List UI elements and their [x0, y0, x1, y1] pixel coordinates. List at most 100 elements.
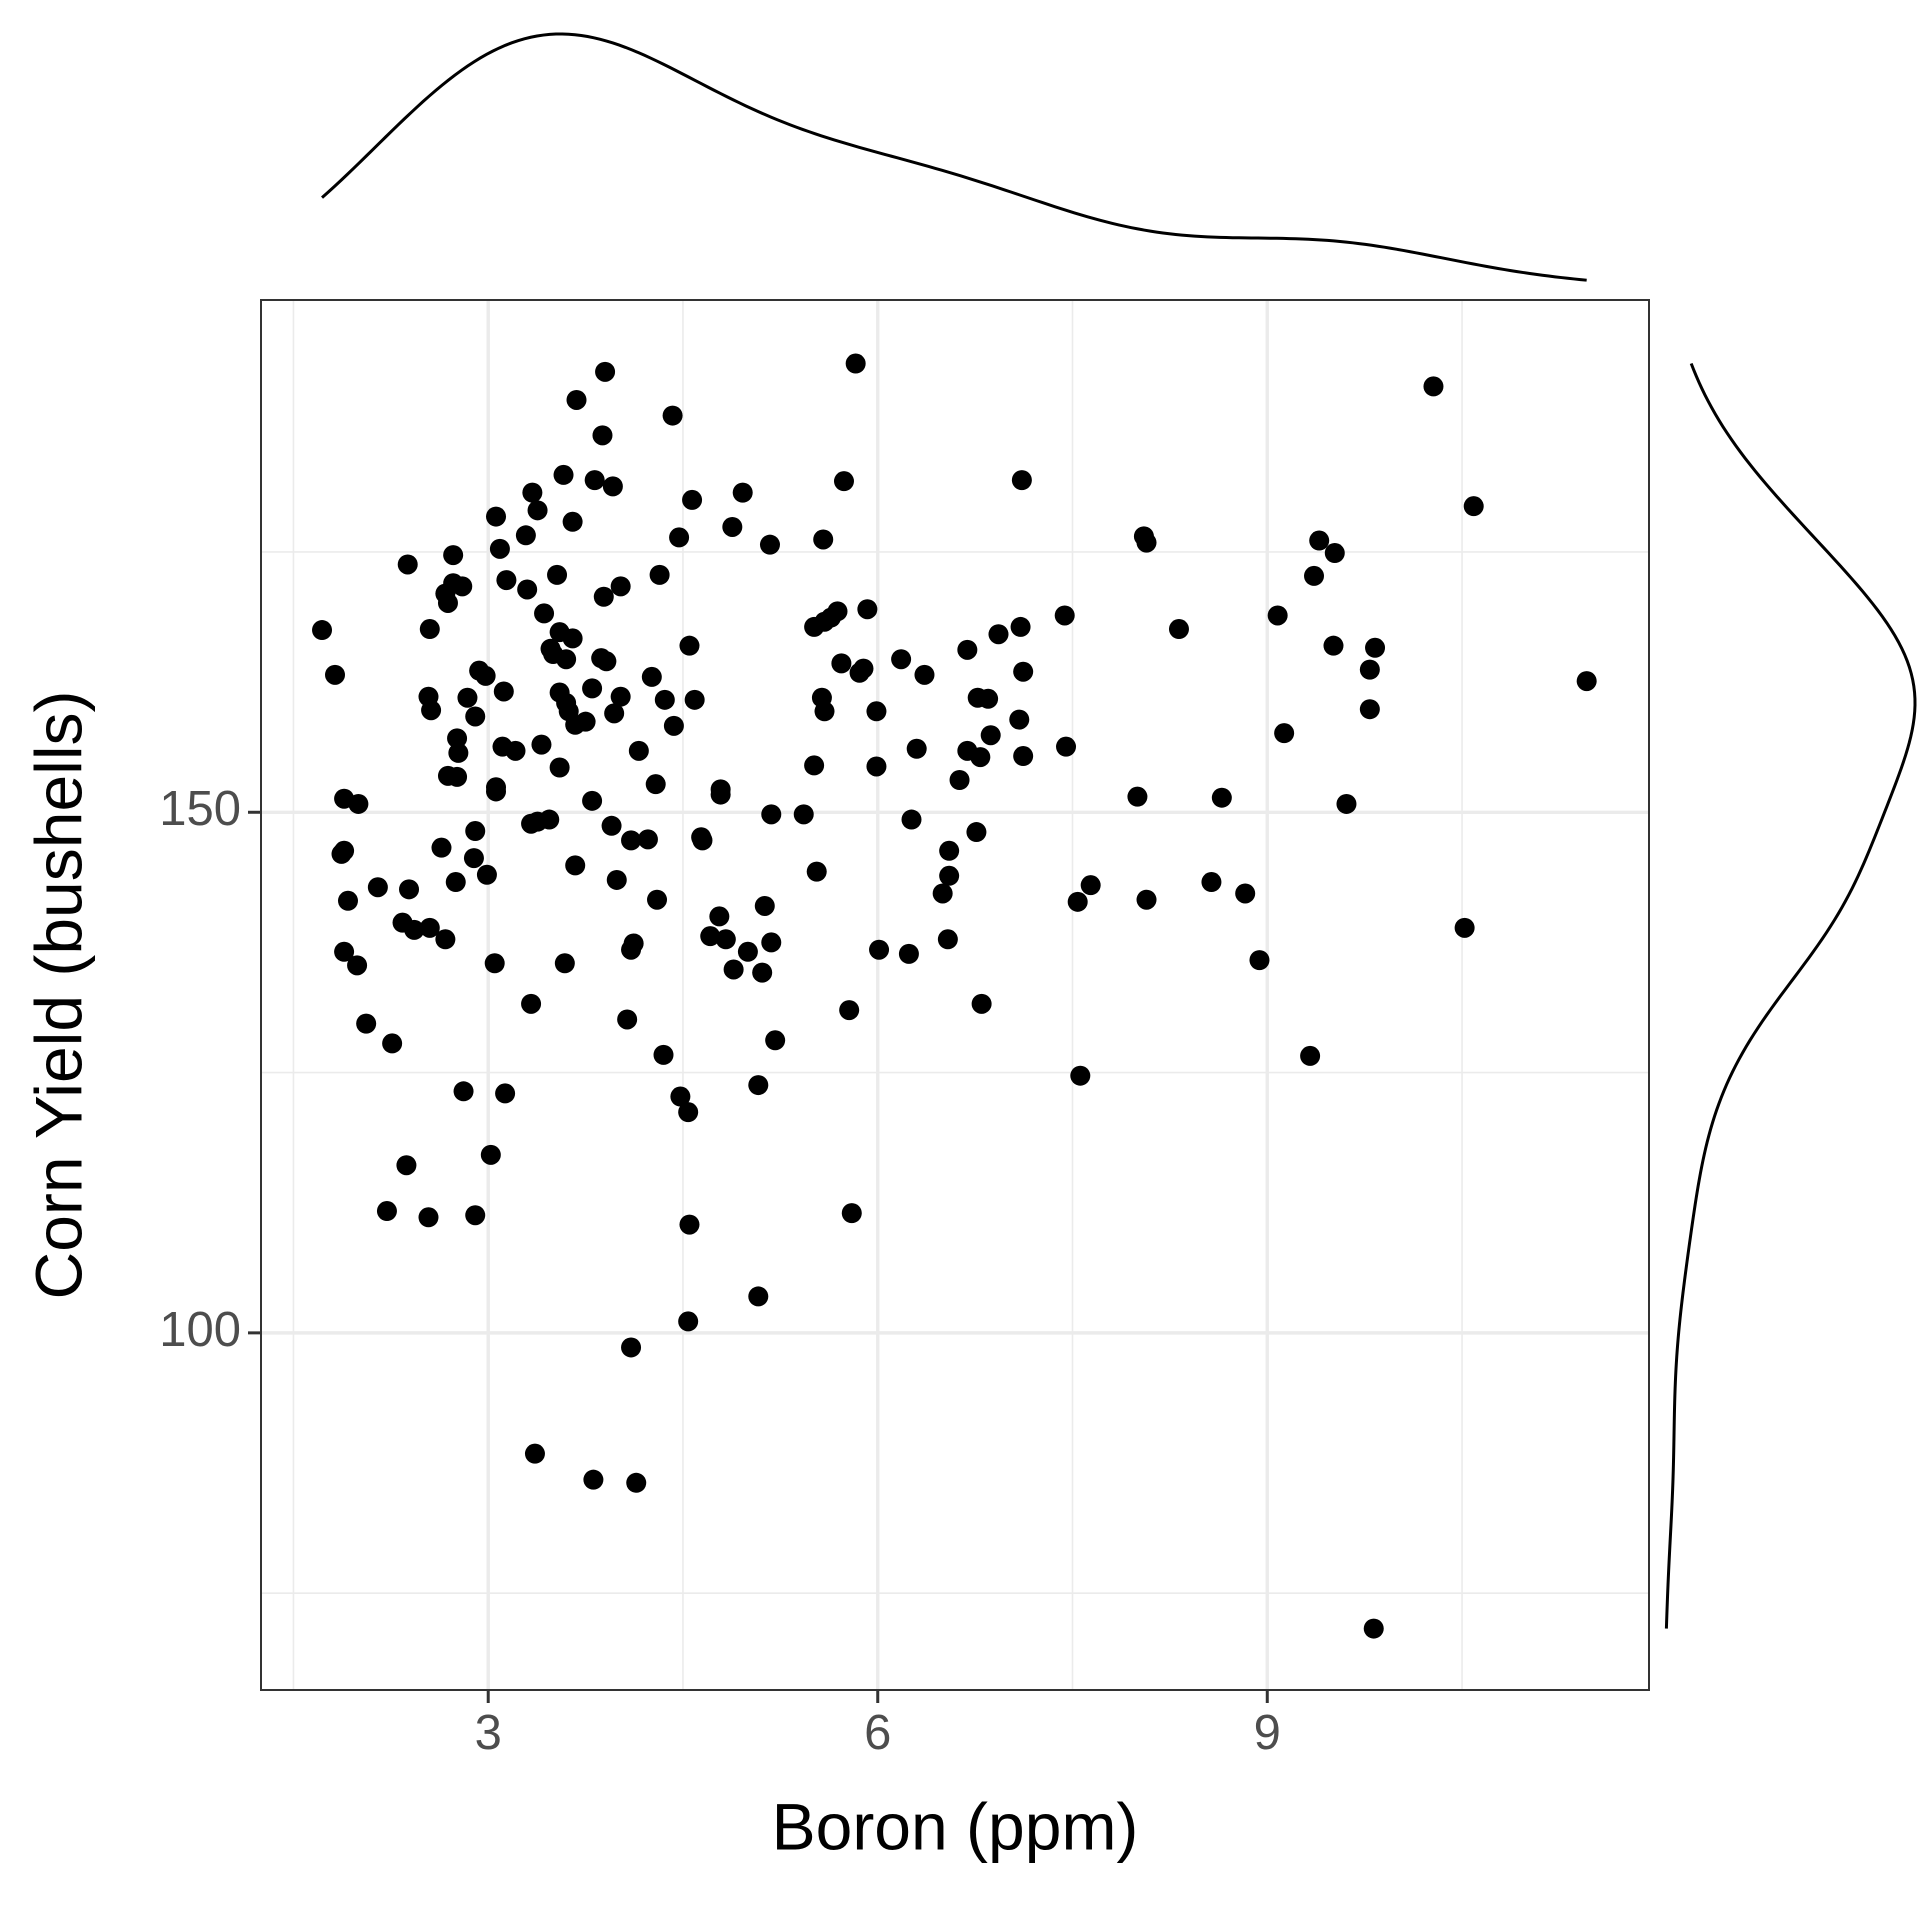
- point: [811, 687, 832, 708]
- point: [556, 649, 577, 670]
- point: [463, 848, 484, 869]
- point: [348, 793, 369, 814]
- point: [841, 1203, 862, 1224]
- point: [1359, 659, 1380, 680]
- point: [527, 811, 548, 832]
- point: [1070, 1065, 1091, 1086]
- point: [1323, 635, 1344, 656]
- point: [679, 1214, 700, 1235]
- point: [1304, 565, 1325, 586]
- point: [932, 883, 953, 904]
- point: [754, 895, 775, 916]
- point: [610, 686, 631, 707]
- point: [626, 1472, 647, 1493]
- point: [356, 1013, 377, 1034]
- point: [1363, 1618, 1384, 1639]
- point: [582, 678, 603, 699]
- point: [970, 747, 991, 768]
- y-axis-title: Corn Yield (bushells): [21, 691, 95, 1300]
- point: [486, 781, 507, 802]
- point: [492, 736, 513, 757]
- point: [866, 756, 887, 777]
- point: [376, 1201, 397, 1222]
- point: [978, 688, 999, 709]
- point: [737, 941, 758, 962]
- x-tick-label: 6: [864, 1706, 891, 1760]
- point: [662, 405, 683, 426]
- point: [759, 534, 780, 555]
- point: [621, 939, 642, 960]
- point: [558, 701, 579, 722]
- point: [761, 804, 782, 825]
- point: [1300, 1045, 1321, 1066]
- point: [334, 941, 355, 962]
- point: [1576, 671, 1597, 692]
- point: [396, 1155, 417, 1176]
- point: [469, 660, 490, 681]
- point: [839, 1000, 860, 1021]
- point: [493, 681, 514, 702]
- point: [1201, 872, 1222, 893]
- point: [678, 1102, 699, 1123]
- point: [765, 1030, 786, 1051]
- point: [610, 576, 631, 597]
- point: [678, 1311, 699, 1332]
- point: [522, 482, 543, 503]
- point: [1249, 950, 1270, 971]
- x-tick-label: 9: [1254, 1706, 1281, 1760]
- point: [1423, 376, 1444, 397]
- point: [419, 917, 440, 938]
- point: [1336, 793, 1357, 814]
- density-curve: [1664, 362, 1917, 1629]
- point: [1136, 889, 1157, 910]
- point: [1324, 543, 1345, 564]
- point: [593, 586, 614, 607]
- point: [637, 829, 658, 850]
- point: [527, 500, 548, 521]
- point: [833, 471, 854, 492]
- point: [457, 687, 478, 708]
- point: [553, 464, 574, 485]
- point: [531, 734, 552, 755]
- point: [562, 511, 583, 532]
- point: [606, 869, 627, 890]
- point: [347, 955, 368, 976]
- point: [684, 689, 705, 710]
- point: [1454, 917, 1475, 938]
- point: [761, 932, 782, 953]
- point: [722, 516, 743, 537]
- point: [447, 728, 468, 749]
- point: [988, 624, 1009, 645]
- point: [367, 877, 388, 898]
- point: [937, 929, 958, 950]
- point: [748, 1075, 769, 1096]
- point: [853, 658, 874, 679]
- point: [465, 821, 486, 842]
- point: [437, 765, 458, 786]
- point: [621, 1337, 642, 1358]
- point: [325, 664, 346, 685]
- point: [645, 774, 666, 795]
- point: [1267, 605, 1288, 626]
- point: [601, 815, 622, 836]
- point: [583, 1469, 604, 1490]
- point: [521, 993, 542, 1014]
- point: [489, 538, 510, 559]
- point: [914, 664, 935, 685]
- point: [1067, 891, 1088, 912]
- point: [957, 639, 978, 660]
- point: [647, 889, 668, 910]
- point: [549, 622, 570, 643]
- point: [827, 601, 848, 622]
- point: [866, 701, 887, 722]
- point: [515, 525, 536, 546]
- point: [1056, 736, 1077, 757]
- point: [980, 725, 1001, 746]
- point: [1010, 616, 1031, 637]
- point: [419, 619, 440, 640]
- point: [653, 1044, 674, 1065]
- x-axis-title: Boron (ppm): [772, 1789, 1139, 1863]
- point: [547, 564, 568, 585]
- point: [517, 579, 538, 600]
